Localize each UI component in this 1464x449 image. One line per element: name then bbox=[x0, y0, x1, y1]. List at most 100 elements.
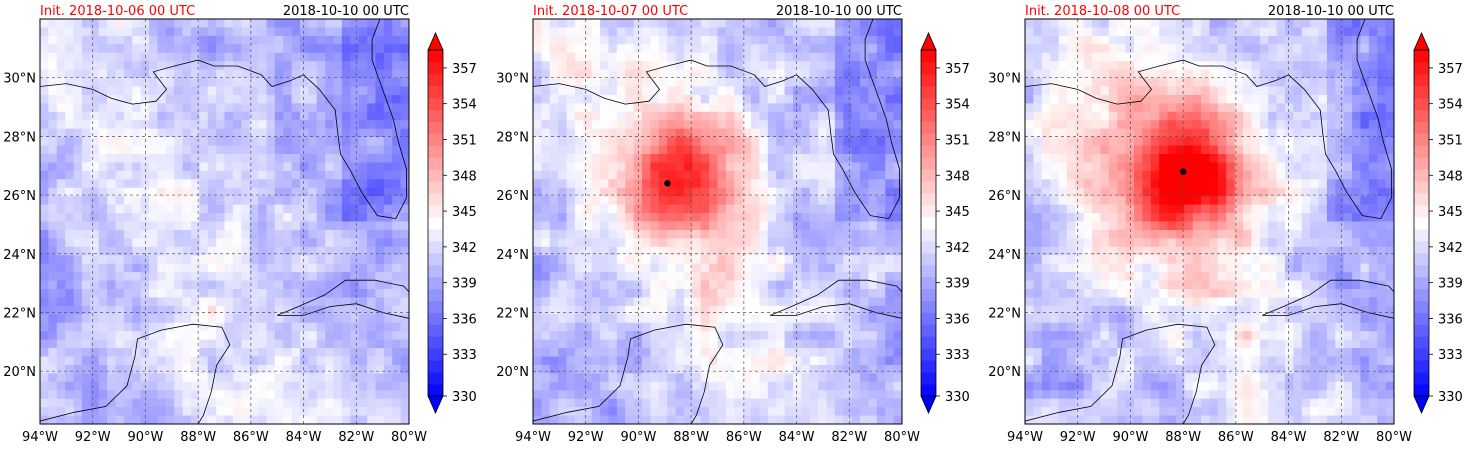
y-tick-label: 26°N bbox=[3, 189, 36, 204]
colorbar-segment bbox=[428, 300, 443, 313]
colorbar-segment bbox=[1414, 50, 1429, 63]
y-tick-label: 22°N bbox=[496, 306, 529, 321]
map-frame bbox=[39, 18, 410, 425]
colorbar-tick-label: 357 bbox=[945, 62, 970, 77]
colorbar-segment bbox=[921, 193, 936, 206]
colorbar-frame bbox=[427, 49, 444, 397]
colorbar-segment bbox=[428, 157, 443, 170]
colorbar-segment bbox=[428, 109, 443, 122]
storm-center-marker bbox=[1179, 168, 1187, 175]
colorbar-segment bbox=[1414, 300, 1429, 313]
colorbar-segment bbox=[428, 121, 443, 134]
colorbar-tick-label: 354 bbox=[1438, 98, 1463, 113]
y-tick-label: 20°N bbox=[496, 365, 529, 380]
colorbar-segment bbox=[1414, 61, 1429, 75]
x-tick-label: 82°W bbox=[338, 430, 374, 445]
colorbar-extend-max bbox=[920, 32, 937, 51]
panel-1-valid-title: 2018-10-10 00 UTC bbox=[776, 4, 902, 19]
colorbar-segment bbox=[1414, 252, 1429, 266]
colorbar-tick-label: 348 bbox=[452, 169, 477, 184]
colorbar-tick-label: 354 bbox=[452, 98, 477, 113]
colorbar-tick-label: 342 bbox=[1438, 241, 1463, 256]
map-panel-1: Init. 2018-10-07 00 UTC 2018-10-10 00 UT… bbox=[496, 4, 970, 445]
coastline bbox=[1025, 19, 1392, 220]
y-tick-label: 28°N bbox=[496, 130, 529, 145]
colorbar-tick-label: 351 bbox=[452, 133, 477, 148]
x-tick-label: 86°W bbox=[233, 430, 269, 445]
colorbar-segment bbox=[1414, 109, 1429, 122]
colorbar-segment bbox=[921, 372, 936, 385]
graticule bbox=[1025, 19, 1394, 424]
colorbar-segment bbox=[1414, 276, 1429, 290]
colorbar-extend-min bbox=[427, 395, 444, 414]
colorbar-segment bbox=[428, 50, 443, 63]
x-tick-label: 88°W bbox=[180, 430, 216, 445]
colorbar-segment bbox=[921, 360, 936, 373]
colorbar-segment bbox=[921, 336, 936, 349]
map-frame bbox=[532, 18, 903, 425]
y-tick-label: 28°N bbox=[3, 130, 36, 145]
colorbar-frame bbox=[920, 49, 937, 397]
colorbar-segment bbox=[1414, 336, 1429, 349]
panel-1-init-title: Init. 2018-10-07 00 UTC bbox=[533, 4, 688, 19]
panel-0-init-title: Init. 2018-10-06 00 UTC bbox=[40, 4, 195, 19]
colorbar-segment bbox=[1414, 145, 1429, 158]
colorbar-segment bbox=[428, 324, 443, 337]
colorbar: 330 333 336 339 342 345 348 351 354 357 bbox=[1413, 32, 1463, 414]
colorbar-tick-label: 339 bbox=[452, 277, 477, 292]
colorbar-tick-label: 351 bbox=[1438, 133, 1463, 148]
colorbar-tick-label: 339 bbox=[945, 277, 970, 292]
colorbar-segment bbox=[1414, 85, 1429, 99]
colorbar-segment bbox=[1414, 360, 1429, 373]
colorbar-tick-label: 333 bbox=[452, 348, 477, 363]
colorbar-segment bbox=[428, 312, 443, 325]
x-tick-label: 86°W bbox=[1218, 430, 1254, 445]
y-tick-label: 26°N bbox=[496, 189, 529, 204]
colorbar-tick-label: 330 bbox=[1438, 390, 1463, 405]
x-tick-label: 92°W bbox=[568, 430, 604, 445]
colorbar-tick-label: 336 bbox=[1438, 312, 1463, 327]
y-tick-label: 30°N bbox=[496, 72, 529, 87]
colorbar-segment bbox=[921, 205, 936, 218]
colorbar-segment bbox=[428, 264, 443, 278]
colorbar-segment bbox=[1414, 193, 1429, 206]
colorbar-segment bbox=[428, 85, 443, 99]
colorbar-tick-label: 357 bbox=[452, 62, 477, 77]
colorbar-segment bbox=[921, 97, 936, 111]
colorbar-segment bbox=[921, 61, 936, 75]
x-tick-label: 92°W bbox=[1060, 430, 1096, 445]
colorbar-tick-label: 336 bbox=[452, 312, 477, 327]
colorbar-segment bbox=[921, 157, 936, 170]
colorbar-tick-label: 351 bbox=[945, 133, 970, 148]
colorbar-segment bbox=[921, 324, 936, 337]
x-tick-label: 84°W bbox=[286, 430, 322, 445]
map-panel-0: Init. 2018-10-06 00 UTC 2018-10-10 00 UT… bbox=[3, 4, 477, 445]
colorbar-segment bbox=[1414, 312, 1429, 325]
x-tick-label: 92°W bbox=[75, 430, 111, 445]
colorbar-segment bbox=[921, 109, 936, 122]
colorbar-segment bbox=[1414, 157, 1429, 170]
colorbar-segment bbox=[1414, 264, 1429, 278]
colorbar-segment bbox=[1414, 169, 1429, 182]
colorbar-tick-label: 342 bbox=[945, 241, 970, 256]
colorbar-tick-label: 330 bbox=[452, 390, 477, 405]
colorbar-tick-label: 345 bbox=[945, 205, 970, 220]
y-tick-label: 30°N bbox=[3, 72, 36, 87]
colorbar-segment bbox=[921, 73, 936, 87]
y-tick-label: 22°N bbox=[988, 306, 1021, 321]
y-tick-label: 24°N bbox=[988, 248, 1021, 263]
y-tick-label: 24°N bbox=[3, 248, 36, 263]
colorbar-segment bbox=[921, 264, 936, 278]
colorbar-segment bbox=[428, 336, 443, 349]
panel-0-valid-title: 2018-10-10 00 UTC bbox=[283, 4, 409, 19]
coastline bbox=[533, 19, 900, 220]
colorbar-segment bbox=[921, 50, 936, 63]
colorbar-segment bbox=[428, 348, 443, 361]
x-tick-label: 80°W bbox=[391, 430, 427, 445]
colorbar-frame bbox=[1413, 49, 1430, 397]
colorbar-tick-label: 348 bbox=[945, 169, 970, 184]
colorbar-segment bbox=[1414, 228, 1429, 242]
x-tick-label: 80°W bbox=[884, 430, 920, 445]
colorbar-segment bbox=[921, 252, 936, 266]
